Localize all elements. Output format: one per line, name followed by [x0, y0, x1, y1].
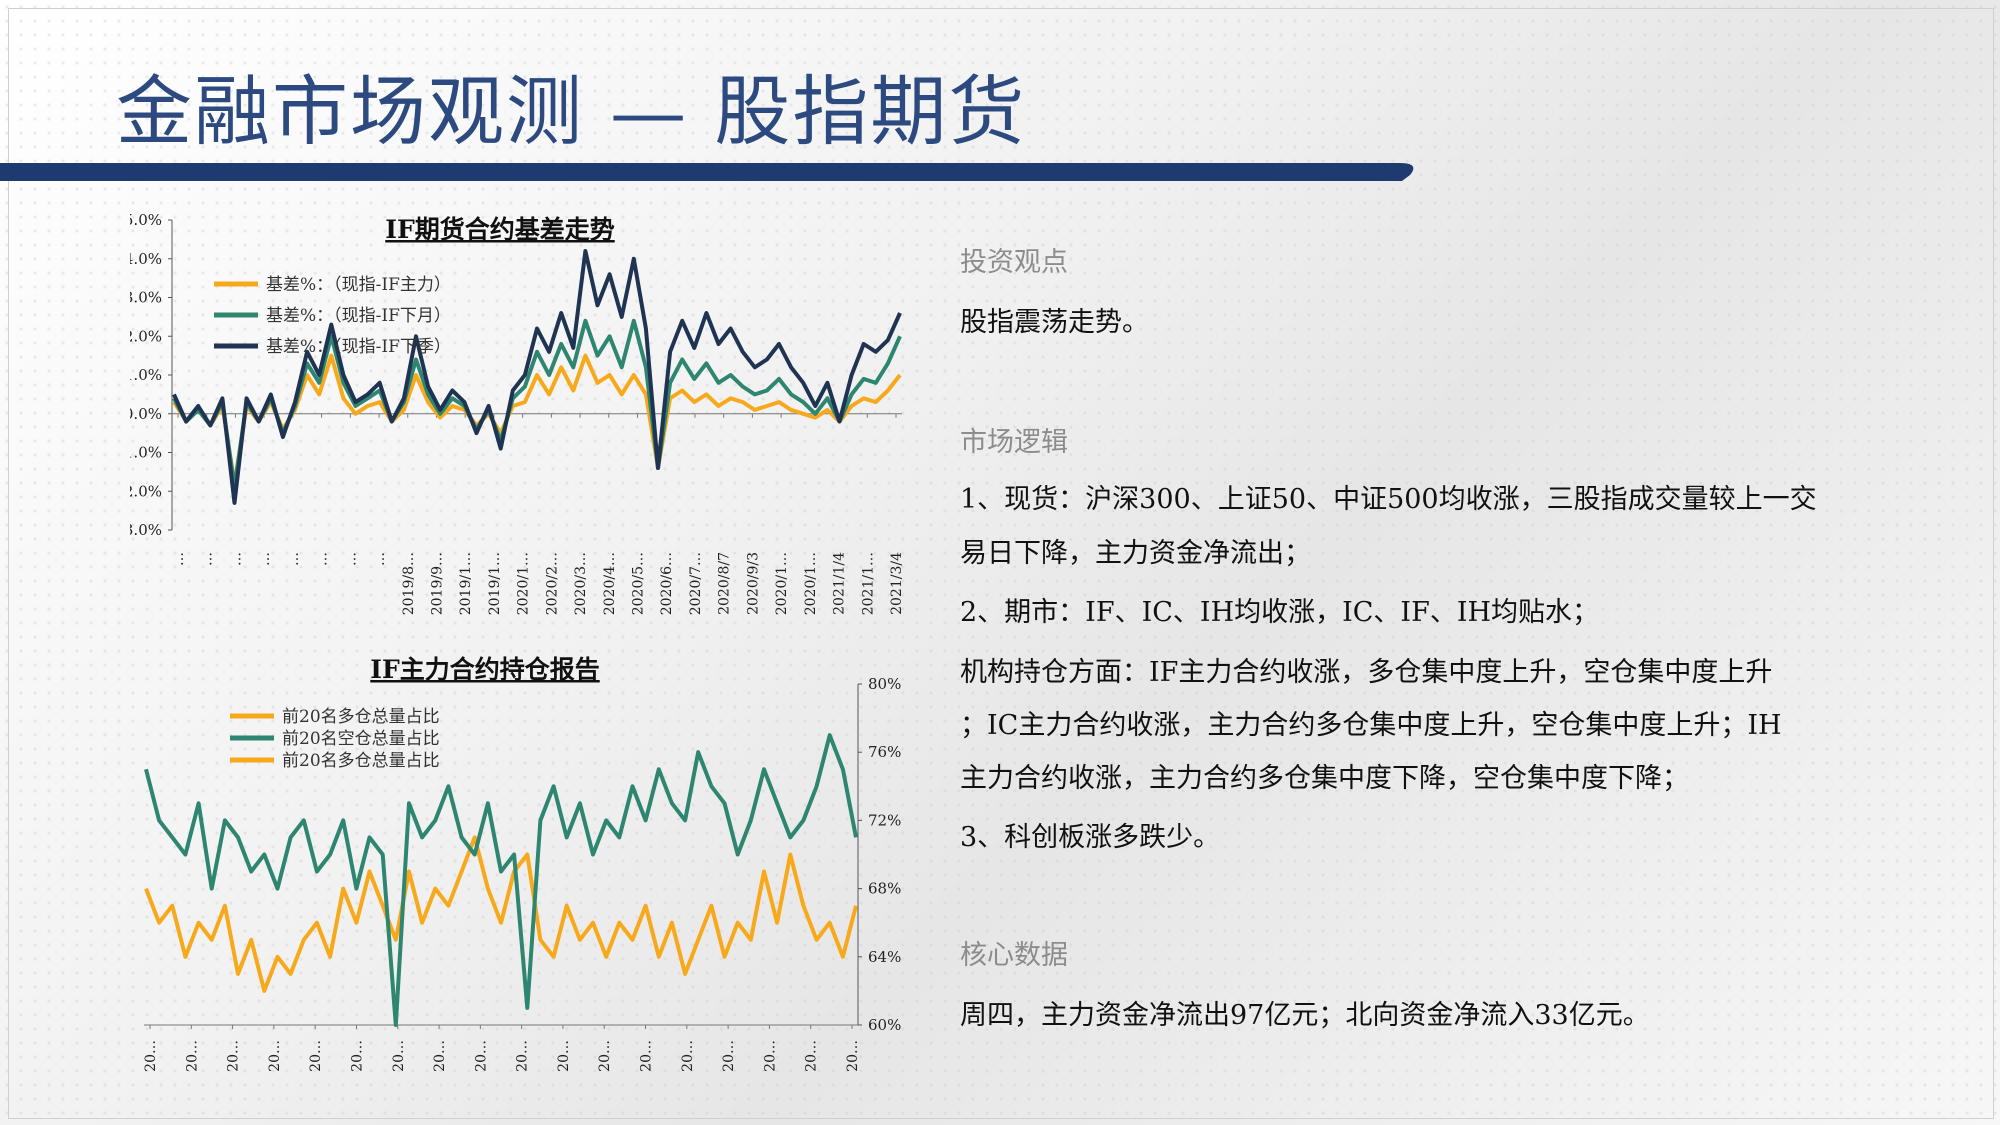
x-tick-label: 20… [143, 1040, 159, 1072]
logic-heading: 市场逻辑 [960, 427, 1068, 458]
x-tick-label: … [315, 552, 331, 566]
x-tick-label: 2020/8/7 [717, 552, 733, 615]
legend-label: 基差%：（现指-IF主力） [266, 275, 451, 295]
y-tick-label: -2.0% [130, 482, 162, 500]
series-line [144, 733, 858, 1027]
x-tick-label: 2021/1… [860, 552, 876, 615]
x-tick-label: 20… [639, 1040, 655, 1072]
core-text: 周四，主力资金净流出97亿元；北向资金净流入33亿元。 [960, 1000, 1650, 1031]
series-line [144, 835, 858, 993]
x-tick-label: 20… [762, 1040, 778, 1072]
logic-line: 1、现货：沪深300、上证50、中证500均收涨，三股指成交量较上一交 [960, 484, 1817, 515]
x-tick-label: 20… [845, 1040, 861, 1072]
investment-text: 股指震荡走势。 [960, 307, 1149, 338]
chart-title: IF主力合约持仓报告 [370, 655, 599, 684]
page-title: 金融市场观测 — 股指期货 [116, 67, 1027, 156]
x-tick-label: 2019/8… [401, 552, 417, 615]
x-tick-label: 2021/3/4 [889, 552, 905, 615]
x-tick-label: 2020/1… [803, 552, 819, 615]
x-tick-label: … [343, 552, 359, 566]
x-tick-label: 2020/2… [544, 552, 560, 615]
chart-title: IF期货合约基差走势 [385, 215, 614, 244]
position-report-chart: IF主力合约持仓报告 80% 76% 72% 68% 64% 60% 20… 20… 20… 20…… [143, 655, 901, 1072]
logic-line: 2、期市：IF、IC、IH均收涨，IC、IF、IH均贴水； [960, 597, 1600, 628]
series-line [172, 353, 902, 486]
logic-line: 机构持仓方面：IF主力合约收涨，多仓集中度上升，空仓集中度上升 [960, 657, 1773, 688]
x-tick-label: 2021/1/4 [832, 552, 848, 615]
title-underline-bar [0, 163, 1414, 181]
x-tick-label: … [200, 552, 216, 566]
x-tick-label: 2020/5… [631, 552, 647, 615]
y-tick-label: 5.0% [130, 211, 162, 229]
x-tick-label: 20… [556, 1040, 572, 1072]
x-tick-label: 2020/1… [774, 552, 790, 615]
x-tick-label: 20… [515, 1040, 531, 1072]
logic-line: 3、科创板涨多跌少。 [960, 822, 1221, 853]
y-tick-label: 4.0% [130, 250, 162, 268]
x-tick-label: 20… [473, 1040, 489, 1072]
x-tick-label: … [286, 552, 302, 566]
y-tick-label: -1.0% [130, 444, 162, 462]
y-tick-label: 76% [868, 743, 901, 761]
y-tick-label: 80% [868, 675, 901, 693]
x-tick-label: 20… [597, 1040, 613, 1072]
x-tick-label: 20… [391, 1040, 407, 1072]
x-tick-label: … [257, 552, 273, 566]
y-tick-label: 64% [868, 948, 901, 966]
legend-label: 前20名多仓总量占比 [282, 707, 440, 727]
x-tick-label: 20… [349, 1040, 365, 1072]
x-tick-label: 20… [680, 1040, 696, 1072]
x-tick-label: 2019/9… [429, 552, 445, 615]
y-tick-label: 68% [868, 880, 901, 898]
logic-line: 易日下降，主力资金净流出； [960, 538, 1311, 569]
x-tick-label: 20… [804, 1040, 820, 1072]
y-tick-label: 0.0% [130, 405, 162, 423]
logic-line: ；IC主力合约收涨，主力合约多仓集中度上升，空仓集中度上升；IH [960, 710, 1782, 741]
x-tick-label: 20… [308, 1040, 324, 1072]
x-tick-label: 2020/6… [659, 552, 675, 615]
x-tick-label: 2020/4… [602, 552, 618, 615]
x-tick-label: … [171, 552, 187, 566]
x-tick-label: 2020/9/3 [745, 552, 761, 615]
x-tick-label: 20… [721, 1040, 737, 1072]
investment-heading: 投资观点 [960, 247, 1068, 278]
x-tick-label: 20… [267, 1040, 283, 1072]
legend-label: 基差%：（现指-IF下季） [266, 337, 451, 357]
legend-label: 前20名多仓总量占比 [282, 751, 440, 771]
x-tick-label: 2020/1… [516, 552, 532, 615]
x-tick-label: 2020/3… [573, 552, 589, 615]
x-tick-label: 2019/1… [487, 552, 503, 615]
y-tick-label: -3.0% [130, 521, 162, 539]
x-tick-label: 20… [432, 1040, 448, 1072]
x-tick-label: 20… [184, 1040, 200, 1072]
logic-line: 主力合约收涨，主力合约多仓集中度下降，空仓集中度下降； [960, 763, 1689, 794]
x-tick-label: … [228, 552, 244, 566]
x-tick-label: 2020/7… [688, 552, 704, 615]
legend-label: 基差%：（现指-IF下月） [266, 306, 451, 326]
core-heading: 核心数据 [960, 940, 1068, 971]
series-line [172, 249, 902, 505]
basis-trend-chart: IF期货合约基差走势 5.0% 4.0% 3.0% 2.0% 1.0% 0.0% -1.0% -… [130, 211, 905, 615]
legend-label: 前20名空仓总量占比 [282, 729, 440, 749]
y-tick-label: 60% [868, 1016, 901, 1034]
y-tick-label: 2.0% [130, 327, 162, 345]
y-tick-label: 72% [868, 811, 901, 829]
y-tick-label: 1.0% [130, 366, 162, 384]
x-tick-label: … [372, 552, 388, 566]
x-tick-label: 20… [226, 1040, 242, 1072]
y-tick-label: 3.0% [130, 289, 162, 307]
x-tick-label: 2019/1… [458, 552, 474, 615]
